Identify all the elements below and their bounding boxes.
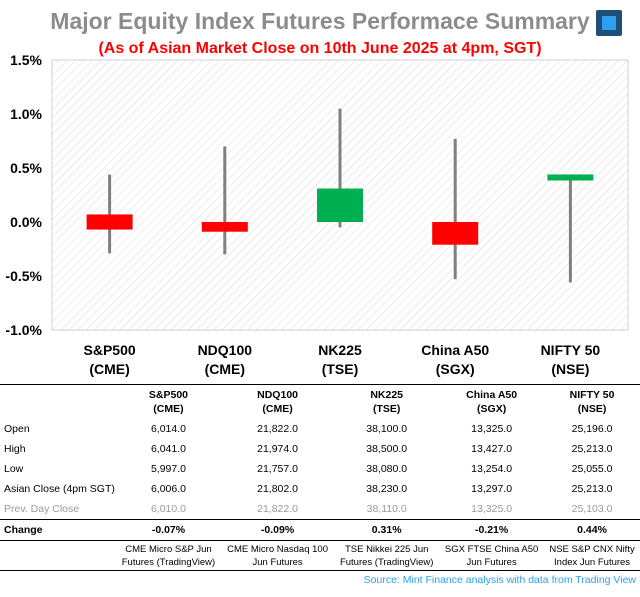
note-cell: CME Micro Nasdaq 100 Jun Futures <box>227 544 328 568</box>
x-tick-label: (TSE) <box>322 361 359 377</box>
table-cell: 25,103.0 <box>571 503 613 515</box>
row-label: Asian Close (4pm SGT) <box>4 483 115 495</box>
note-cell: CME Micro S&P Jun Futures (TradingView) <box>121 544 216 568</box>
candle-body <box>547 174 594 181</box>
row-label: Prev. Day Close <box>4 503 80 515</box>
data-table: S&P500 (CME) NDQ100 (CME) NK225 (TSE) China… <box>0 384 640 571</box>
table-header: NIFTY 50 (NSE) <box>569 389 615 415</box>
notes-blank <box>0 541 116 572</box>
change-cell: -0.09% <box>220 519 335 541</box>
chart-title: Major Equity Index Futures Performace Su… <box>50 8 590 34</box>
x-tick-label: NK225 <box>318 342 362 358</box>
table-cell: 38,230.0 <box>366 483 408 495</box>
row-label: High <box>4 443 26 455</box>
table-cell: 25,055.0 <box>571 463 613 475</box>
brand-logo-icon <box>596 10 622 36</box>
y-tick-label: 0.0% <box>10 214 42 230</box>
table-cell: 21,974.0 <box>257 443 298 455</box>
table-header: S&P500 (CME) <box>148 389 189 415</box>
table-cell: 25,213.0 <box>571 483 613 495</box>
table-cell: 13,325.0 <box>471 423 513 435</box>
row-label: Low <box>4 463 24 475</box>
table-cell: 6,041.0 <box>150 443 186 455</box>
source-note: Source: Mint Finance analysis with data … <box>363 574 636 586</box>
table-cell: 21,822.0 <box>257 423 298 435</box>
y-tick-label: 0.5% <box>10 160 42 176</box>
table-cell: 6,014.0 <box>150 423 186 435</box>
table-cell: 25,196.0 <box>571 423 613 435</box>
candle-body <box>201 222 248 232</box>
table-cell: 38,100.0 <box>366 423 408 435</box>
y-tick-label: -1.0% <box>5 322 42 338</box>
x-tick-label: S&P500 <box>84 342 136 358</box>
table-cell: 13,297.0 <box>471 483 513 495</box>
x-tick-label: China A50 <box>421 342 489 358</box>
table-row-notes: CME Micro S&P Jun Futures (TradingView) C… <box>0 541 640 572</box>
table-cell: 38,500.0 <box>366 443 408 455</box>
candle-body <box>86 214 133 230</box>
table-cell: 13,325.0 <box>471 503 513 515</box>
change-cell: -0.07% <box>116 519 221 541</box>
table-row-change: Change -0.07% -0.09% 0.31% -0.21% 0.44% <box>0 519 640 541</box>
table-cell: 25,213.0 <box>571 443 613 455</box>
change-cell: 0.31% <box>334 519 440 541</box>
table-row: Open 6,014.0 21,822.0 38,100.0 13,325.0 … <box>0 419 640 439</box>
table-header: NDQ100 (CME) <box>257 389 298 415</box>
candle-body <box>432 222 479 245</box>
table-row: Asian Close (4pm SGT) 6,006.0 21,802.0 3… <box>0 479 640 499</box>
table-bottom-divider <box>0 570 640 571</box>
x-tick-label: NIFTY 50 <box>541 342 601 358</box>
candlestick-chart: -1.0% -0.5% 0.0% 0.5% 1.0% 1.5% S&P500 (CME) NDQ… <box>5 52 629 377</box>
y-tick-label: 1.0% <box>10 106 42 122</box>
table-cell: 21,822.0 <box>257 503 298 515</box>
x-tick-label: NDQ100 <box>198 342 253 358</box>
x-tick-label: (CME) <box>89 361 129 377</box>
table-header: China A50 (SGX) <box>466 389 518 415</box>
table-cell: 21,757.0 <box>257 463 298 475</box>
table-cell: 38,080.0 <box>366 463 408 475</box>
table-row: Prev. Day Close 6,010.0 21,822.0 38,110.… <box>0 499 640 520</box>
table-cell: 13,427.0 <box>471 443 513 455</box>
table-cell: 5,997.0 <box>150 463 186 475</box>
table-row: Low 5,997.0 21,757.0 38,080.0 13,254.0 2… <box>0 459 640 479</box>
candle-body <box>317 188 363 222</box>
table-cell: 21,802.0 <box>257 483 298 495</box>
y-tick-label: 1.5% <box>10 52 42 68</box>
table-cell: 38,110.0 <box>366 503 407 515</box>
row-label: Open <box>4 423 30 435</box>
table-cell: 13,254.0 <box>471 463 513 475</box>
chart-subtitle: (As of Asian Market Close on 10th June 2… <box>98 40 542 57</box>
row-label: Change <box>0 519 116 541</box>
y-tick-label: -0.5% <box>5 268 42 284</box>
note-cell: TSE Nikkei 225 Jun Futures (TradingView) <box>339 544 434 568</box>
table-cell: 6,010.0 <box>150 503 186 515</box>
change-cell: -0.21% <box>439 519 545 541</box>
table-cell: 6,006.0 <box>150 483 186 495</box>
x-tick-label: (CME) <box>205 361 245 377</box>
table-header: NK225 (TSE) <box>370 389 404 415</box>
table-header-row: S&P500 (CME) NDQ100 (CME) NK225 (TSE) China… <box>0 384 640 420</box>
note-cell: SGX FTSE China A50 Jun Futures <box>444 544 539 568</box>
table-row: High 6,041.0 21,974.0 38,500.0 13,427.0 … <box>0 439 640 459</box>
table-header-blank <box>0 385 116 420</box>
x-tick-label: (NSE) <box>551 361 589 377</box>
note-cell: NSE S&P CNX Nifty Index Jun Futures <box>549 544 635 568</box>
change-cell: 0.44% <box>544 519 640 541</box>
x-tick-label: (SGX) <box>436 361 475 377</box>
